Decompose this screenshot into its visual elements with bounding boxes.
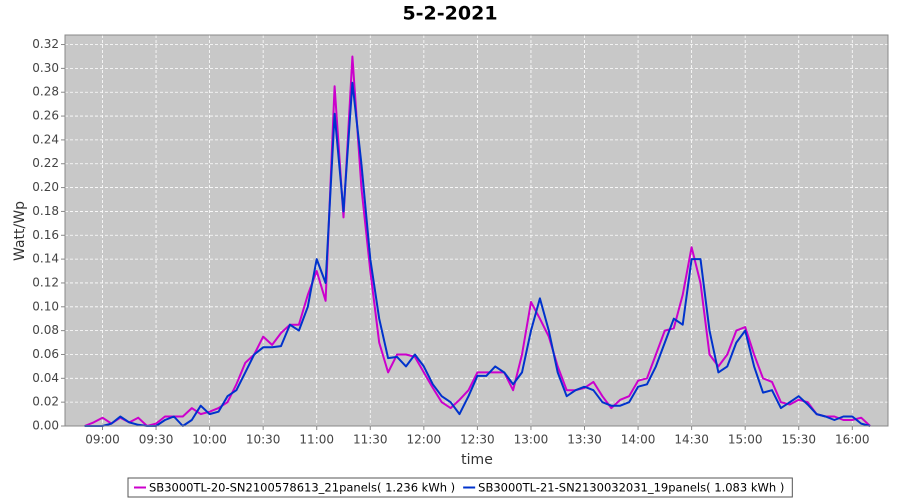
y-tick-label: 0.28: [32, 85, 59, 99]
legend-label: SB3000TL-21-SN2130032031_19panels( 1.083…: [478, 481, 784, 495]
y-tick-label: 0.10: [32, 299, 59, 313]
plot-border: [64, 34, 889, 427]
x-tick-label: 11:30: [353, 433, 388, 447]
chart-title: 5-2-2021: [402, 3, 497, 25]
y-tick-label: 0.20: [32, 180, 59, 194]
y-tick-label: 0.24: [32, 132, 59, 146]
y-tick-label: 0.08: [32, 323, 59, 337]
plot-area: [65, 35, 888, 426]
series-line: [84, 55, 871, 427]
y-tick-label: 0.04: [32, 371, 59, 385]
legend: [127, 477, 793, 498]
x-tick-label: 10:30: [246, 433, 281, 447]
x-tick-label: 13:30: [567, 433, 602, 447]
x-tick-label: 12:30: [460, 433, 495, 447]
y-tick-label: 0.14: [32, 252, 59, 266]
x-tick-label: 09:00: [85, 433, 120, 447]
y-axis-label: Watt/Wp: [12, 201, 28, 261]
x-tick-label: 10:00: [192, 433, 227, 447]
y-tick-label: 0.32: [32, 37, 59, 51]
x-tick-label: 11:00: [299, 433, 334, 447]
x-tick-label: 13:00: [514, 433, 549, 447]
y-tick-label: 0.00: [32, 419, 59, 433]
y-tick-label: 0.26: [32, 109, 59, 123]
y-tick-label: 0.12: [32, 275, 59, 289]
series-line: [84, 81, 871, 427]
y-tick-label: 0.02: [32, 395, 59, 409]
x-tick-label: 16:00: [835, 433, 870, 447]
x-tick-label: 15:30: [781, 433, 816, 447]
x-tick-label: 09:30: [139, 433, 174, 447]
y-tick-label: 0.30: [32, 61, 59, 75]
y-tick-label: 0.16: [32, 228, 59, 242]
x-tick-label: 12:00: [407, 433, 442, 447]
y-tick-label: 0.06: [32, 347, 59, 361]
x-tick-label: 14:00: [621, 433, 656, 447]
y-tick-label: 0.18: [32, 204, 59, 218]
y-tick-label: 0.22: [32, 156, 59, 170]
legend-label: SB3000TL-20-SN2100578613_21panels( 1.236…: [149, 481, 455, 495]
x-tick-label: 14:30: [674, 433, 709, 447]
x-tick-label: 15:00: [728, 433, 763, 447]
x-axis-label: time: [461, 452, 493, 468]
